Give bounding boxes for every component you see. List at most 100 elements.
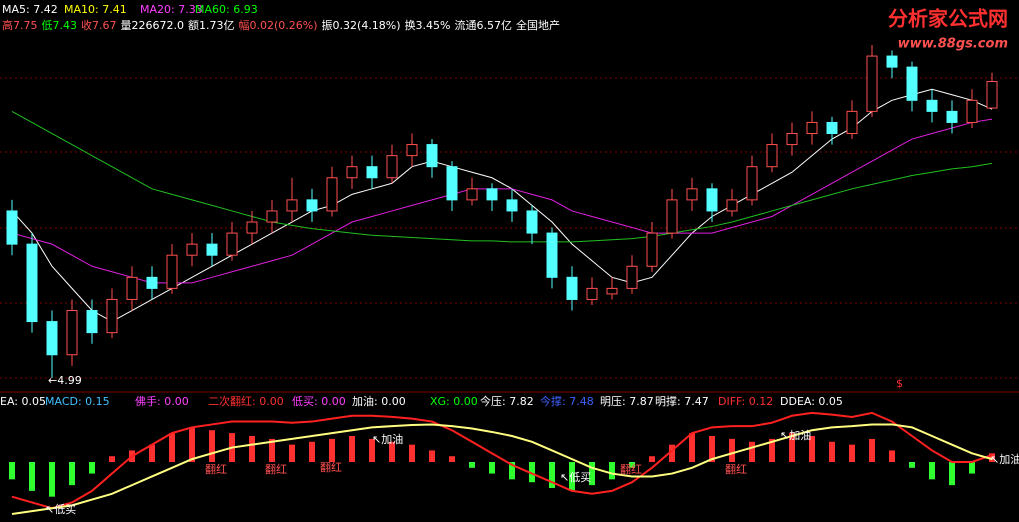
indicator-annotation: 翻红 — [320, 460, 342, 474]
macd-bar — [169, 433, 175, 462]
ma-label: MA20: 7.33 — [140, 3, 203, 16]
candle-body — [386, 155, 398, 179]
quote-item: 全国地产 — [516, 18, 560, 32]
macd-bar — [449, 456, 455, 462]
candle-body — [466, 188, 478, 201]
candle-body — [646, 232, 658, 267]
candle-body — [486, 188, 498, 201]
macd-bar — [489, 462, 495, 474]
quote-item: 流通6.57亿 — [455, 18, 513, 32]
candle-body — [746, 166, 758, 201]
macd-bar — [509, 462, 515, 480]
ma-line — [11, 88, 993, 323]
quote-item: 振0.32(4.18%) — [322, 18, 401, 32]
candle-body — [246, 221, 258, 234]
indicator-label: 低买: 0.00 — [292, 395, 346, 408]
candle-body — [606, 287, 618, 295]
candle-body — [626, 265, 638, 289]
indicator-annotation: 翻红 — [205, 462, 227, 476]
candle-body — [706, 188, 718, 212]
quote-item: 额1.73亿 — [188, 19, 235, 32]
indicator-annotation: ↖加油 — [780, 428, 811, 442]
macd-bar — [949, 462, 955, 486]
candle-body — [686, 188, 698, 201]
macd-bar — [309, 441, 315, 462]
quote-item: 幅0.02(0.26%) — [239, 19, 318, 32]
indicator-label: DDEA: 0.05 — [780, 395, 843, 408]
macd-bar — [929, 462, 935, 480]
candle-body — [806, 121, 818, 135]
quote-item: 高7.75 — [2, 18, 38, 32]
macd-bar — [409, 444, 415, 462]
signal-annotation: $ — [896, 377, 903, 390]
macd-bar — [369, 438, 375, 462]
macd-bar — [149, 444, 155, 462]
macd-bar — [249, 436, 255, 462]
macd-bar — [269, 438, 275, 462]
macd-bar — [969, 462, 975, 474]
indicator-label: 今撑: 7.48 — [540, 394, 594, 408]
indicator-label: MACD: 0.15 — [45, 395, 110, 408]
macd-bar — [49, 462, 55, 497]
ma-label: MA60: 6.93 — [195, 3, 258, 16]
indicator-label: 今压: 7.82 — [480, 394, 534, 408]
indicator-annotation: ↖加油 — [372, 432, 403, 446]
macd-bar — [569, 462, 575, 491]
macd-bar — [789, 433, 795, 462]
candle-body — [266, 210, 278, 223]
indicator-annotation: 翻红 — [265, 462, 287, 476]
macd-bar — [689, 433, 695, 462]
macd-bar — [889, 450, 895, 462]
candle-body — [126, 276, 138, 300]
ma-label: MA5: 7.42 — [2, 3, 58, 16]
indicator-label: 佛手: 0.00 — [135, 394, 189, 408]
macd-bar — [869, 438, 875, 462]
candle-body — [326, 177, 338, 212]
macd-bar — [989, 453, 995, 462]
macd-bar — [209, 430, 215, 462]
candle-body — [406, 144, 418, 157]
candle-body — [6, 210, 18, 245]
logo-name: 分析家公式网 — [888, 7, 1008, 31]
macd-bar — [749, 441, 755, 462]
candle-body — [966, 99, 978, 123]
candle-body — [766, 144, 778, 168]
macd-bar — [349, 436, 355, 462]
macd-bar — [809, 436, 815, 462]
ma-line — [11, 110, 993, 243]
macd-bar — [29, 462, 35, 491]
macd-bar — [69, 462, 75, 486]
candle-body — [446, 166, 458, 201]
indicator-label: DIFF: 0.12 — [718, 395, 773, 408]
indicator-annotation: ↖加油 — [990, 452, 1019, 466]
quote-item: 收7.67 — [81, 18, 117, 32]
indicator-label: 二次翻红: 0.00 — [208, 394, 284, 408]
candle-body — [906, 66, 918, 101]
candle-body — [46, 321, 58, 356]
candle-body — [86, 310, 98, 334]
candle-body — [826, 121, 838, 135]
macd-bar — [9, 462, 15, 480]
candle-body — [866, 55, 878, 112]
candle-body — [306, 199, 318, 212]
candle-body — [546, 232, 558, 278]
candle-body — [346, 166, 358, 179]
candle-body — [286, 199, 298, 212]
candle-body — [426, 144, 438, 168]
indicator-annotation: 翻红 — [620, 462, 642, 476]
ma-line — [11, 118, 993, 284]
candle-body — [26, 243, 38, 323]
quote-item: 换3.45% — [405, 18, 451, 32]
candle-body — [886, 55, 898, 68]
candle-body — [526, 210, 538, 234]
macd-bar — [469, 462, 475, 468]
macd-bar — [629, 462, 635, 468]
candle-body — [786, 133, 798, 146]
macd-bar — [109, 456, 115, 462]
macd-bar — [189, 427, 195, 462]
indicator-label: 明撑: 7.47 — [655, 394, 709, 408]
candle-body — [166, 254, 178, 289]
macd-bar — [429, 450, 435, 462]
macd-bar — [389, 441, 395, 462]
candle-body — [926, 99, 938, 112]
